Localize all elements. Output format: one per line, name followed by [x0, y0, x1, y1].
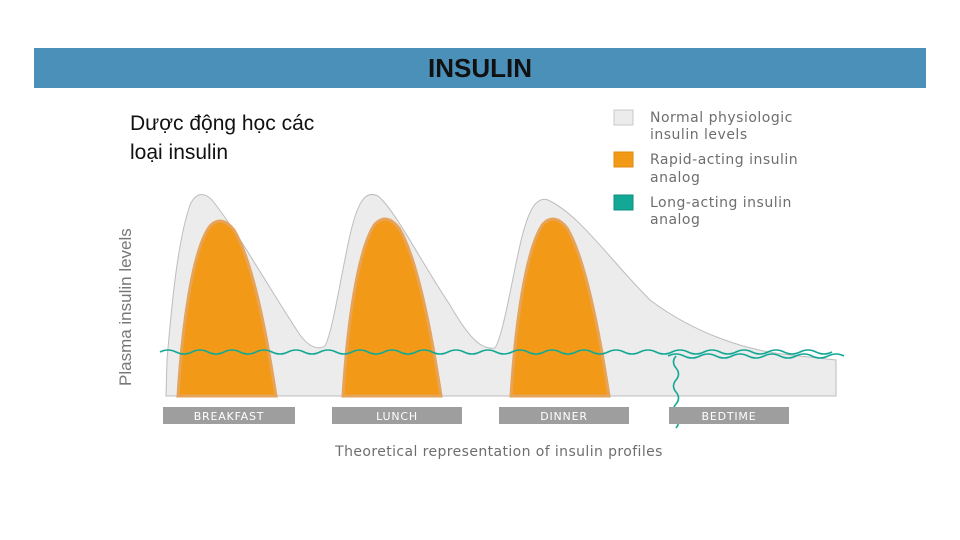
y-axis-label: Plasma insulin levels [116, 228, 135, 386]
meal-label-breakfast: BREAKFAST [194, 410, 265, 423]
meal-bars: BREAKFAST LUNCH DINNER BEDTIME [163, 407, 789, 424]
legend-swatch-long [613, 194, 634, 211]
diagram-caption: Theoretical representation of insulin pr… [334, 444, 663, 460]
rapid-acting-peaks [176, 217, 611, 398]
legend-long-line-2: analog [650, 212, 700, 228]
meal-label-bedtime: BEDTIME [702, 410, 757, 423]
long-acting-baseline [159, 349, 833, 355]
legend-rapid-line-2: analog [650, 170, 700, 186]
meal-bar-bedtime [669, 407, 789, 424]
meal-bar-breakfast [163, 407, 295, 424]
legend-normal-line-1: Normal physiologic [650, 110, 793, 126]
legend-swatch-normal [613, 109, 634, 126]
meal-bar-lunch [332, 407, 462, 424]
meal-label-dinner: DINNER [540, 410, 588, 423]
rapid-peak-breakfast [176, 219, 278, 398]
legend-rapid-line-1: Rapid-acting insulin [650, 152, 798, 168]
title-bar: INSULIN [34, 48, 926, 88]
legend-normal-line-2: insulin levels [650, 127, 748, 143]
legend: Normal physiologic insulin levels Rapid-… [613, 109, 798, 228]
subtitle: Dược động học các loại insulin [130, 109, 390, 167]
subtitle-line-2: loại insulin [130, 141, 229, 164]
long-acting-upper [667, 353, 845, 359]
meal-label-lunch: LUNCH [376, 410, 418, 423]
normal-insulin-area [165, 194, 837, 397]
meal-bar-dinner [499, 407, 629, 424]
page-title: INSULIN [428, 53, 532, 83]
rapid-peak-dinner [509, 217, 611, 398]
subtitle-line-1: Dược động học các [130, 112, 315, 135]
legend-long-line-1: Long-acting insulin [650, 195, 792, 211]
legend-swatch-rapid [613, 151, 634, 168]
